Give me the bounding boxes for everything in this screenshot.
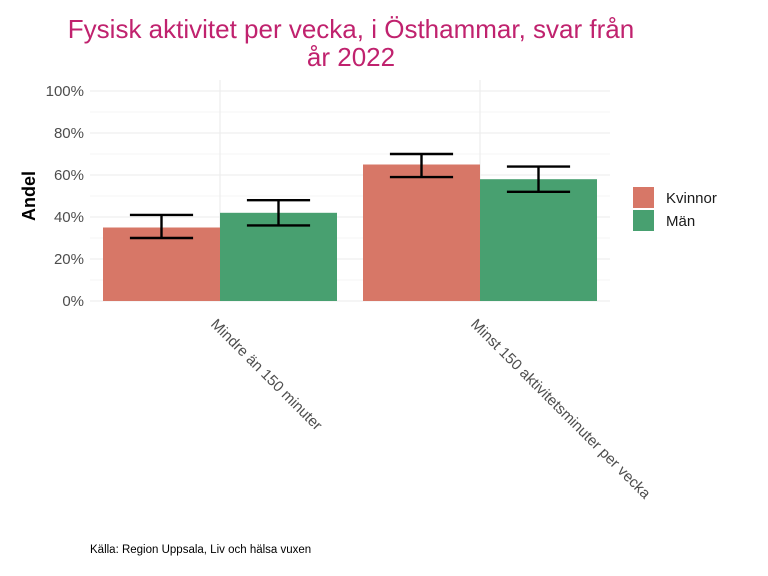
- chart-title-line: år 2022: [307, 42, 395, 72]
- bar-kvinnor-0: [103, 227, 220, 301]
- legend-item-kvinnor: Kvinnor: [633, 187, 717, 208]
- chart-title: Fysisk aktivitet per vecka, i Östhammar,…: [68, 14, 634, 72]
- error-bar-män-0: [246, 198, 311, 227]
- y-tick-label: 40%: [54, 209, 84, 226]
- legend: Kvinnor Män: [633, 187, 717, 231]
- y-tick-label: 60%: [54, 167, 84, 184]
- bars: [103, 164, 597, 301]
- x-axis-ticks: Mindre än 150 minuter Minst 150 aktivitet…: [207, 316, 654, 503]
- x-tick-label: Minst 150 aktivitetsminuter per vecka: [467, 316, 654, 503]
- error-bar-kvinnor-0: [129, 213, 194, 240]
- y-axis-label: Andel: [19, 171, 39, 221]
- y-tick-label: 80%: [54, 125, 84, 142]
- bar-män-0: [220, 212, 337, 301]
- y-tick-label: 100%: [46, 83, 84, 100]
- bar-män-1: [480, 179, 597, 301]
- legend-item-män: Män: [633, 210, 695, 231]
- y-tick-label: 0%: [62, 293, 84, 310]
- chart-title-line: Fysisk aktivitet per vecka, i Östhammar,…: [68, 14, 634, 44]
- legend-label: Män: [666, 213, 695, 230]
- x-tick-label: Mindre än 150 minuter: [207, 316, 325, 434]
- y-axis-ticks: 0% 20% 40% 60% 80% 100%: [46, 83, 84, 310]
- legend-label: Kvinnor: [666, 190, 717, 207]
- error-bars: [129, 152, 571, 240]
- error-bar-kvinnor-1: [389, 152, 454, 179]
- caption: Källa: Region Uppsala, Liv och hälsa vux…: [90, 544, 311, 556]
- legend-swatch: [633, 210, 654, 231]
- bar-kvinnor-1: [363, 164, 480, 301]
- error-bar-män-1: [506, 165, 571, 194]
- legend-swatch: [633, 187, 654, 208]
- y-tick-label: 20%: [54, 251, 84, 268]
